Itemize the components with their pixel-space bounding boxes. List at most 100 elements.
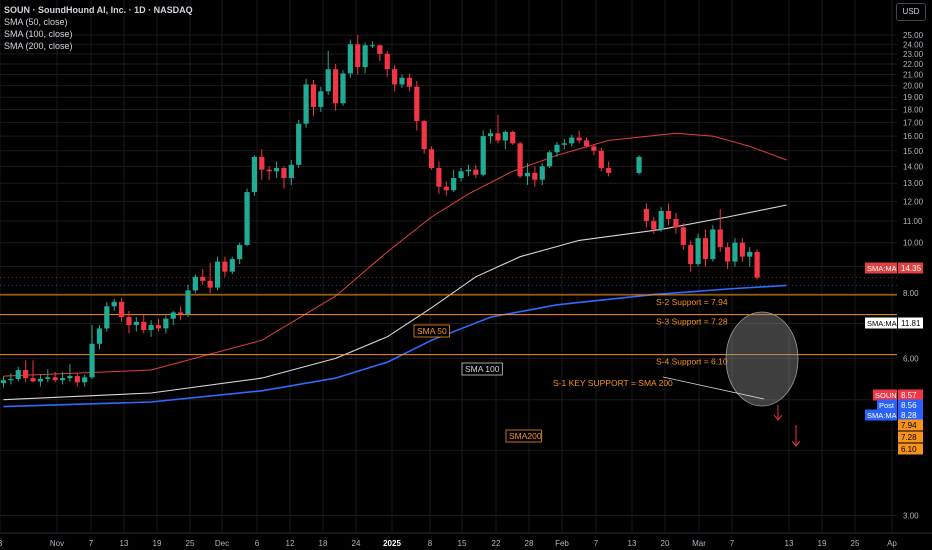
candle[interactable] bbox=[251, 155, 258, 196]
candle[interactable] bbox=[133, 317, 139, 332]
tag-sma100-value-bg[interactable] bbox=[898, 317, 923, 329]
tag-s2-value-bg[interactable] bbox=[898, 419, 923, 431]
candle[interactable] bbox=[688, 240, 694, 272]
candle[interactable] bbox=[414, 81, 420, 131]
tag-sma50-value-bg[interactable] bbox=[898, 262, 923, 274]
candle[interactable] bbox=[725, 242, 731, 270]
candles[interactable] bbox=[0, 35, 760, 388]
candle[interactable] bbox=[651, 216, 657, 234]
candle[interactable] bbox=[406, 73, 412, 92]
candle[interactable] bbox=[591, 144, 597, 156]
candle[interactable] bbox=[15, 366, 21, 382]
candle[interactable] bbox=[532, 166, 538, 187]
candle[interactable] bbox=[355, 35, 361, 75]
candle[interactable] bbox=[502, 130, 508, 150]
candle[interactable] bbox=[606, 161, 612, 177]
tag-sma50-label-bg[interactable] bbox=[865, 262, 897, 274]
candle[interactable] bbox=[325, 50, 331, 95]
candle[interactable] bbox=[8, 373, 14, 385]
candle[interactable] bbox=[59, 372, 66, 385]
candle[interactable] bbox=[74, 373, 80, 387]
tag-sma200-value-bg[interactable] bbox=[898, 409, 923, 421]
candle[interactable] bbox=[710, 225, 716, 262]
tag-sma200-value[interactable]: 8.28 bbox=[901, 411, 917, 420]
symbol-title[interactable]: SOUN · SoundHound AI, Inc. · 1D · NASDAQ bbox=[4, 5, 193, 15]
candle[interactable] bbox=[583, 137, 590, 148]
candle[interactable] bbox=[178, 306, 184, 321]
tag-sma100-value[interactable]: 11.81 bbox=[901, 319, 921, 328]
candle[interactable] bbox=[598, 147, 604, 172]
candle[interactable] bbox=[384, 50, 390, 77]
candle[interactable] bbox=[458, 168, 464, 182]
candle[interactable] bbox=[259, 149, 265, 180]
tag-s3-value-bg[interactable] bbox=[898, 431, 923, 443]
tag-soun-label[interactable]: SOUN bbox=[875, 391, 897, 400]
candle[interactable] bbox=[369, 41, 376, 49]
candle[interactable] bbox=[244, 188, 250, 247]
candle[interactable] bbox=[126, 310, 132, 334]
candle[interactable] bbox=[510, 130, 516, 145]
tag-sma50-label[interactable]: SMA:MA bbox=[867, 264, 897, 273]
candle[interactable] bbox=[569, 134, 575, 147]
currency-button[interactable]: USD bbox=[896, 3, 926, 21]
candle[interactable] bbox=[200, 269, 206, 285]
candle[interactable] bbox=[104, 301, 110, 332]
tag-s2-value[interactable]: 7.94 bbox=[901, 421, 917, 430]
candle[interactable] bbox=[340, 70, 346, 106]
candle[interactable] bbox=[451, 169, 457, 193]
candle[interactable] bbox=[214, 256, 221, 291]
candle[interactable] bbox=[680, 223, 686, 250]
candle[interactable] bbox=[273, 161, 280, 179]
tag-s3-value[interactable]: 7.28 bbox=[901, 433, 917, 442]
candle[interactable] bbox=[739, 238, 745, 262]
legend-sma100[interactable]: SMA (100, close) bbox=[4, 29, 73, 39]
candle[interactable] bbox=[281, 166, 287, 189]
legend-sma50[interactable]: SMA (50, close) bbox=[4, 17, 68, 27]
candle[interactable] bbox=[318, 86, 324, 112]
candle[interactable] bbox=[754, 249, 760, 280]
tag-soun-label-bg[interactable] bbox=[873, 389, 897, 401]
candle[interactable] bbox=[443, 181, 449, 196]
candle[interactable] bbox=[576, 130, 582, 144]
tag-post-value[interactable]: 8.56 bbox=[901, 401, 917, 410]
candle[interactable] bbox=[266, 166, 272, 180]
candle[interactable] bbox=[392, 65, 398, 92]
candle[interactable] bbox=[702, 229, 709, 267]
candle[interactable] bbox=[82, 374, 88, 387]
candle[interactable] bbox=[310, 79, 317, 116]
candle[interactable] bbox=[695, 233, 701, 267]
candle[interactable] bbox=[155, 318, 162, 332]
candle[interactable] bbox=[163, 315, 169, 334]
candle[interactable] bbox=[170, 310, 176, 326]
candle[interactable] bbox=[665, 203, 672, 226]
time-axis[interactable]: 3Nov7131925Dec612182420258152228Feb71320… bbox=[0, 532, 932, 548]
candle[interactable] bbox=[480, 130, 486, 177]
candle[interactable] bbox=[747, 247, 753, 267]
tag-soun-value[interactable]: 8.57 bbox=[901, 391, 917, 400]
candle[interactable] bbox=[673, 212, 679, 234]
candle[interactable] bbox=[554, 141, 560, 157]
candle[interactable] bbox=[288, 160, 294, 185]
tag-sma100-label-bg[interactable] bbox=[865, 317, 897, 329]
candle[interactable] bbox=[237, 242, 243, 265]
legend-sma200[interactable]: SMA (200, close) bbox=[4, 41, 73, 51]
candle[interactable] bbox=[30, 360, 36, 383]
candle[interactable] bbox=[45, 369, 51, 383]
tag-s4-value-bg[interactable] bbox=[898, 443, 923, 455]
tag-sma50-value[interactable]: 14.35 bbox=[901, 264, 922, 273]
candle[interactable] bbox=[399, 74, 405, 88]
candle[interactable] bbox=[96, 325, 103, 350]
candle[interactable] bbox=[732, 238, 738, 267]
candle[interactable] bbox=[362, 42, 368, 74]
candle[interactable] bbox=[517, 141, 523, 179]
candle[interactable] bbox=[333, 63, 339, 111]
candle[interactable] bbox=[421, 119, 427, 154]
candle[interactable] bbox=[643, 203, 650, 228]
tag-soun-value-bg[interactable] bbox=[898, 389, 923, 401]
candle[interactable] bbox=[717, 209, 723, 252]
candle[interactable] bbox=[52, 372, 58, 383]
tag-post-label[interactable]: Post bbox=[879, 401, 895, 410]
candle[interactable] bbox=[636, 155, 642, 175]
candle[interactable] bbox=[561, 138, 567, 150]
